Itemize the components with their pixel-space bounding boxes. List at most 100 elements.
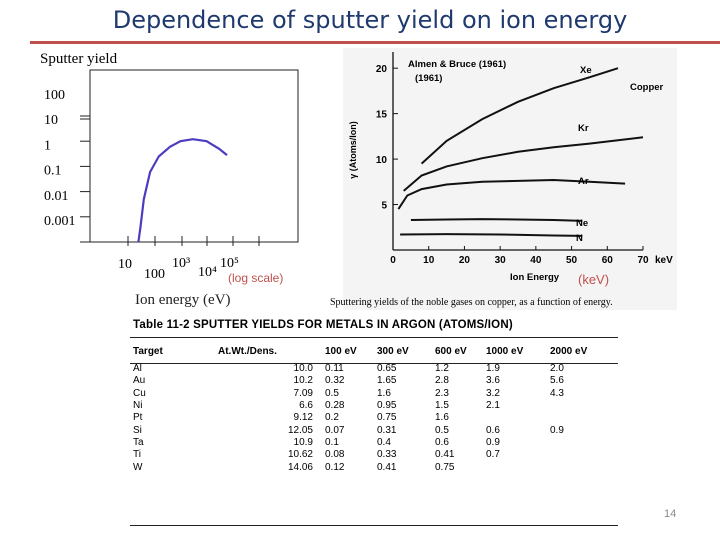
page-number: 14	[664, 508, 677, 520]
chart2-xtick-label: 70	[637, 255, 649, 266]
chart2-title: Almen & Bruce (1961)	[408, 59, 506, 70]
table-cell: 0.11	[325, 363, 344, 375]
chart2-xlabel: Ion Energy	[510, 272, 560, 283]
table-cell: 0.5	[435, 424, 449, 436]
table-cell: 0.33	[377, 449, 397, 461]
chart2-subtitle: Copper	[630, 82, 664, 93]
table-row: Pt 9.12 0.2 0.75 1.6	[133, 412, 600, 424]
table-cell: 0.12	[325, 461, 345, 473]
chart2-series-kr	[403, 136, 644, 192]
table-cell: 0.08	[325, 449, 345, 461]
table-cell: 1.5	[435, 400, 449, 412]
chart1-frame	[89, 69, 299, 243]
chart2-xtick-label: 40	[530, 255, 542, 266]
table-title: Table 11-2 SPUTTER YIELDS FOR METALS IN …	[133, 319, 513, 331]
table-cell: Au	[133, 375, 146, 387]
table-cell: 0.7	[486, 449, 500, 461]
table-cell: 9.12	[293, 412, 313, 424]
chart2-xtick-label: 20	[459, 255, 471, 266]
table-cell: 0.9	[486, 436, 500, 448]
chart1-xtick-label: 100	[144, 267, 165, 282]
table-row: Cu 7.09 0.5 1.6 2.3 3.2 4.3	[133, 388, 600, 400]
chart1-xtick-label: 10⁴	[198, 265, 217, 280]
table-cell: 1.6	[377, 387, 391, 399]
chart1-ytick-label: 0.1	[44, 164, 62, 179]
chart2-ylabel: γ (Atoms/Ion)	[348, 121, 358, 179]
slide-title: Dependence of sputter yield on ion energ…	[112, 6, 628, 34]
table-cell: 2.8	[435, 375, 449, 387]
table-column-header: 2000 eV	[550, 345, 588, 357]
table-cell: 1.9	[486, 363, 500, 375]
table-cell: 0.32	[325, 375, 345, 387]
table-cell: 5.6	[550, 375, 564, 387]
chart2-caption: Sputtering yields of the noble gases on …	[330, 297, 613, 308]
chart1-ytick-label: 10	[44, 113, 58, 128]
table-cell	[550, 412, 600, 424]
chart2-series-ar	[397, 178, 626, 210]
table-column-header: 100 eV	[325, 345, 357, 357]
chart2-xtick-label: 50	[566, 255, 578, 266]
chart2-series-ne	[410, 218, 583, 222]
table-cell: W	[133, 461, 143, 473]
table-cell: Pt	[133, 412, 143, 424]
table-cell: 10.62	[287, 449, 313, 461]
table-cell: 10.2	[293, 375, 313, 387]
chart2-series-n	[400, 233, 583, 237]
table-cell: 1.2	[435, 363, 449, 375]
table-cell: 0.41	[377, 461, 397, 473]
table-cell: 0.1	[325, 436, 339, 448]
table-row: Ta 10.9 0.1 0.4 0.6 0.9	[133, 437, 600, 449]
chart2-xtick-label: 0	[390, 255, 396, 266]
table-cell: 0.4	[377, 436, 391, 448]
chart1-ytick-label: 100	[44, 88, 65, 103]
table-cell: 0.41	[435, 449, 455, 461]
table-cell	[550, 449, 600, 461]
table-cell: 0.9	[550, 424, 564, 436]
table-cell: Cu	[133, 387, 146, 399]
chart1-scale-note: (log scale)	[228, 271, 283, 285]
table-cell: 2.0	[550, 363, 564, 375]
table-cell: Ni	[133, 400, 143, 412]
table-cell: 3.6	[486, 375, 500, 387]
table-cell: 4.3	[550, 387, 564, 399]
table-cell: 0.75	[435, 461, 455, 473]
chart2-x-unit: keV	[655, 255, 673, 266]
chart2-series-label: Xe	[580, 65, 592, 76]
table-header-rule	[130, 363, 618, 364]
table-row: Si 12.05 0.07 0.31 0.5 0.6 0.9	[133, 424, 600, 436]
chart2-year: (1961)	[415, 73, 442, 84]
table-header-row: Target At.Wt./Dens. 100 eV 300 eV 600 eV 1000…	[133, 344, 600, 363]
table-cell: Ta	[133, 436, 144, 448]
noble-gas-copper-chart: Almen & Bruce (1961) (1961) Copper γ (At…	[330, 48, 677, 310]
table-cell: 14.06	[287, 461, 313, 473]
table-cell: 1.65	[377, 375, 397, 387]
table-cell: 0.6	[486, 424, 500, 436]
table-cell: 1.6	[435, 412, 449, 424]
chart2-scan-background	[343, 48, 677, 310]
table-cell: 0.31	[377, 424, 397, 436]
table-cell: 0.28	[325, 400, 345, 412]
table-cell: 7.09	[293, 387, 313, 399]
table-cell: 10.9	[293, 436, 313, 448]
sputter-yield-chart: Sputter yield 100 10 1 0.1 0.01 0.001 10 100 10…	[40, 51, 299, 308]
chart2-series-label: Ne	[576, 218, 588, 229]
table-cell: 6.6	[299, 400, 313, 412]
chart1-ytick-label: 0.01	[44, 189, 69, 204]
chart1-series-yield	[137, 138, 228, 243]
chart2-series-label: Ar	[578, 176, 589, 187]
chart2-unit-note: (keV)	[578, 272, 609, 287]
table-column-header: 600 eV	[435, 345, 467, 357]
chart1-ytick-label: 1	[44, 138, 51, 153]
table-cell	[486, 412, 550, 424]
table-cell: 0.07	[325, 424, 345, 436]
chart1-ytick-label: 0.001	[44, 214, 76, 229]
table-cell	[486, 461, 550, 473]
table-bottom-rule	[130, 525, 618, 526]
chart1-xtick-label: 10³	[172, 256, 190, 271]
chart2-series-label: Kr	[578, 123, 589, 134]
table-cell: 10.0	[293, 363, 313, 375]
table-cell: 0.75	[377, 412, 397, 424]
table-cell	[550, 400, 600, 412]
chart2-ytick-label: 5	[381, 201, 387, 212]
table-cell: 0.6	[435, 436, 449, 448]
